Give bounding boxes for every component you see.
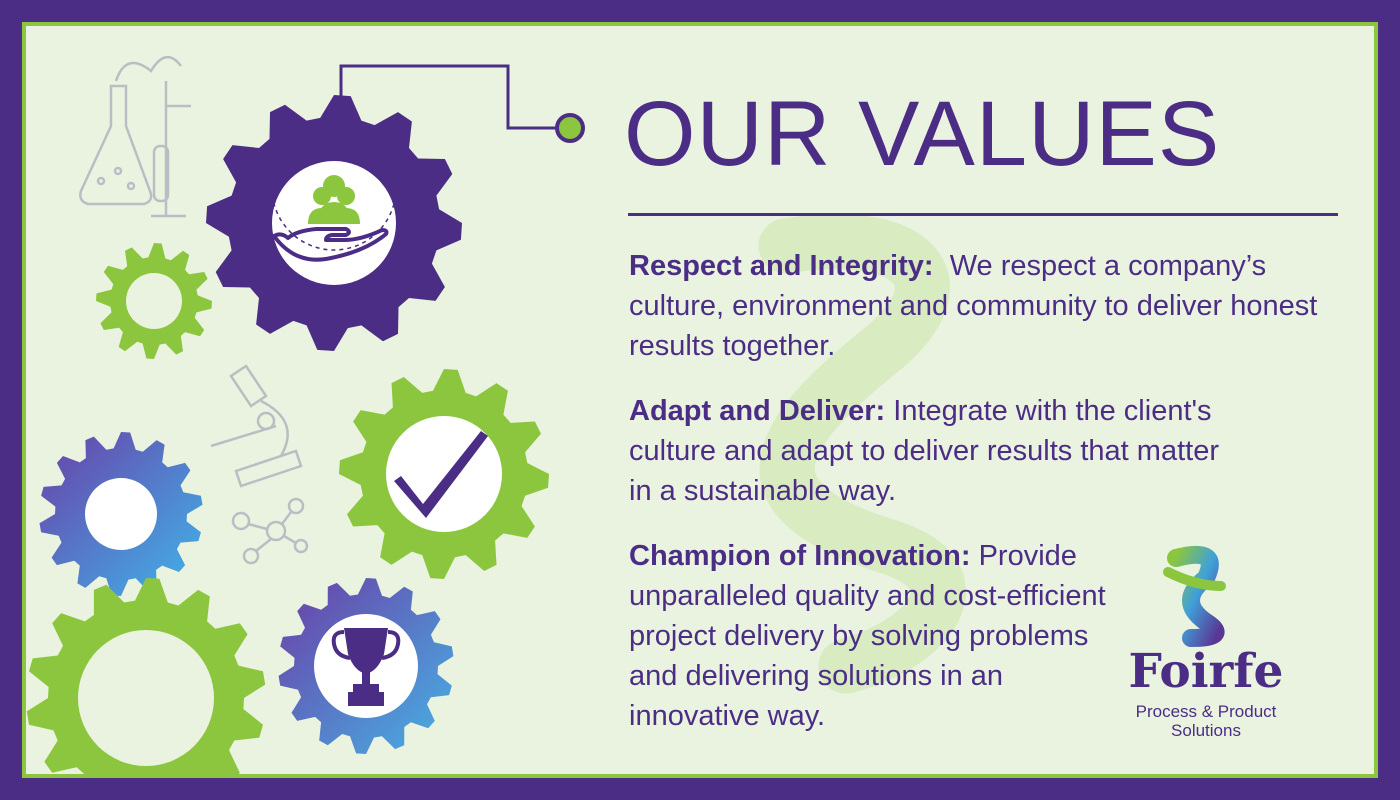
value-text: We respect a company’s culture, environm… [629, 250, 1318, 362]
page-title: OUR VALUES [624, 83, 1221, 185]
value-name: Champion of Innovation: [629, 540, 971, 572]
value-champion-innovation: Champion of Innovation: Provide unparall… [629, 536, 1109, 736]
logo-tagline-line1: Process & Product [1135, 702, 1277, 721]
connector-line [339, 64, 561, 130]
molecule-sketch-icon [231, 497, 309, 565]
value-text: Provide unparalleled quality and cost-ef… [629, 540, 1106, 732]
gear-icon [26, 578, 266, 774]
value-respect-integrity: Respect and Integrity: We respect a comp… [629, 246, 1329, 366]
value-adapt-deliver: Adapt and Deliver: Integrate with the cl… [629, 391, 1249, 511]
checkmark-icon [394, 431, 488, 518]
gear-icon [96, 243, 212, 359]
flask-sketch-icon [79, 56, 191, 218]
title-divider [628, 213, 1338, 216]
hand-people-icon [271, 125, 397, 262]
logo-ribbon-icon [1163, 545, 1226, 647]
gear-icon [339, 369, 549, 579]
content-panel: OUR VALUES Respect and Integrity: We res… [22, 22, 1378, 778]
logo-tagline-line2: Solutions [1171, 721, 1241, 740]
microscope-sketch-icon [210, 364, 303, 488]
value-name: Adapt and Deliver: [629, 395, 886, 427]
connector-dot [555, 113, 585, 143]
foirfe-logo: Foirfe Process & Product Solutions [1116, 548, 1296, 748]
value-text: Integrate with the client's culture and … [629, 395, 1219, 507]
background-ribbon [758, 214, 966, 694]
gear-illustration [26, 56, 1226, 774]
trophy-icon [331, 628, 401, 706]
value-name: Respect and Integrity: [629, 250, 934, 282]
logo-tagline: Process & Product Solutions [1116, 702, 1296, 740]
logo-name: Foirfe [1128, 644, 1284, 699]
gear-icon [39, 432, 203, 596]
